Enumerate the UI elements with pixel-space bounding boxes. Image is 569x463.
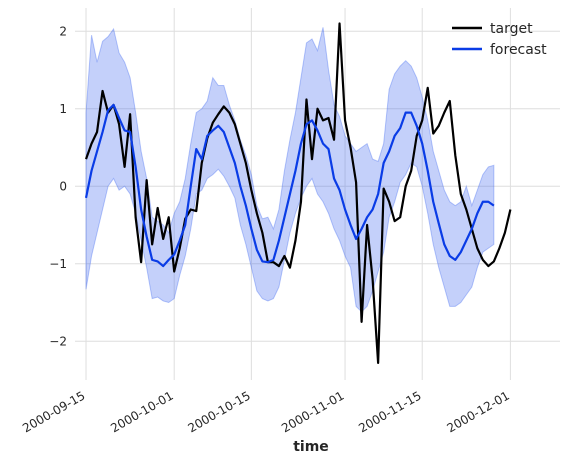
x-tick-label: 2000-12-01 <box>444 388 511 435</box>
x-axis-ticks: 2000-09-15 2000-10-01 2000-10-15 2000-11-01… <box>20 388 512 435</box>
x-tick-label: 2000-11-15 <box>356 388 423 435</box>
y-axis-ticks: −2 −1 0 1 2 <box>49 24 67 348</box>
x-tick-label: 2000-10-15 <box>185 388 252 435</box>
y-tick-label: 1 <box>59 102 67 116</box>
target-line <box>84 22 512 365</box>
legend-label-target: target <box>490 21 533 37</box>
x-axis-title: time <box>293 439 329 455</box>
y-tick-label: −2 <box>49 334 67 348</box>
x-tick-label: 2000-09-15 <box>20 388 87 435</box>
x-tick-label: 2000-10-01 <box>108 388 175 435</box>
x-tick-label: 2000-11-01 <box>279 388 346 435</box>
y-tick-label: 2 <box>59 24 67 38</box>
forecast-confidence-band <box>85 27 495 313</box>
y-tick-label: −1 <box>49 257 67 271</box>
y-tick-label: 0 <box>59 179 67 193</box>
legend: target forecast <box>452 21 547 58</box>
legend-label-forecast: forecast <box>490 42 547 58</box>
series-lines <box>84 22 512 365</box>
forecast-band <box>85 27 495 313</box>
forecast-line <box>84 103 495 268</box>
